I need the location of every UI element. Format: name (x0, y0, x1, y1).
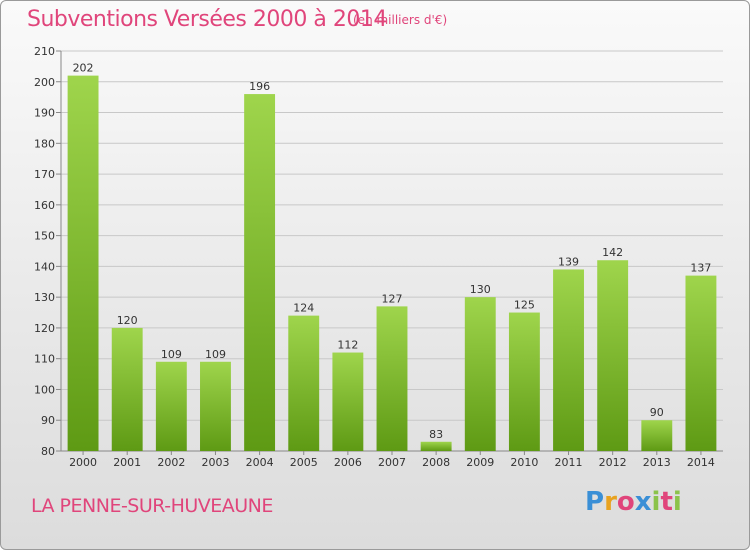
logo-letter: o (616, 487, 635, 517)
bar (597, 260, 629, 451)
bar (376, 306, 408, 451)
y-tick-label: 180 (34, 137, 55, 150)
logo-letter: x (634, 487, 652, 517)
data-label: 125 (514, 299, 535, 312)
x-tick-label: 2008 (422, 456, 450, 469)
y-tick-label: 200 (34, 76, 55, 89)
y-tick-label: 170 (34, 168, 55, 181)
x-tick-label: 2003 (201, 456, 229, 469)
bar (67, 75, 99, 451)
bar (332, 352, 364, 451)
y-tick-label: 190 (34, 107, 55, 120)
x-tick-label: 2013 (643, 456, 671, 469)
commune-name: LA PENNE-SUR-HUVEAUNE (31, 495, 273, 517)
x-tick-label: 2012 (599, 456, 627, 469)
x-tick-label: 2014 (687, 456, 715, 469)
chart-subtitle: (en milliers d'€) (353, 13, 448, 27)
bar (420, 441, 452, 451)
data-label: 120 (117, 314, 138, 327)
x-tick-label: 2009 (466, 456, 494, 469)
y-tick-label: 160 (34, 199, 55, 212)
proxiti-logo[interactable]: Proxiti (585, 487, 682, 517)
data-label: 137 (690, 262, 711, 275)
x-tick-label: 2000 (69, 456, 97, 469)
y-tick-label: 90 (41, 414, 55, 427)
x-tick-label: 2004 (246, 456, 274, 469)
y-tick-label: 130 (34, 291, 55, 304)
x-tick-label: 2011 (555, 456, 583, 469)
data-label: 109 (205, 348, 226, 361)
x-tick-label: 2002 (157, 456, 185, 469)
bar (155, 361, 187, 451)
y-tick-label: 150 (34, 230, 55, 243)
logo-letter: i (672, 487, 682, 517)
bar (244, 94, 276, 452)
x-tick-label: 2005 (290, 456, 318, 469)
data-label: 202 (73, 62, 94, 75)
y-tick-label: 140 (34, 260, 55, 273)
bar (111, 327, 143, 451)
bar (464, 297, 496, 451)
data-label: 83 (429, 428, 443, 441)
bar (508, 312, 540, 451)
x-tick-label: 2001 (113, 456, 141, 469)
chart-title: Subventions Versées 2000 à 2014 (27, 7, 387, 32)
x-tick-label: 2007 (378, 456, 406, 469)
logo-letter: i (651, 487, 661, 517)
data-label: 127 (382, 292, 403, 305)
data-label: 196 (249, 80, 270, 93)
data-label: 90 (650, 406, 664, 419)
data-label: 142 (602, 246, 623, 259)
logo-letter: P (585, 487, 605, 517)
x-tick-label: 2010 (510, 456, 538, 469)
data-label: 109 (161, 348, 182, 361)
y-tick-label: 100 (34, 383, 55, 396)
x-tick-label: 2006 (334, 456, 362, 469)
data-label: 112 (337, 339, 358, 352)
bar (641, 420, 673, 451)
bar (288, 315, 320, 451)
bar (200, 361, 231, 451)
data-label: 130 (470, 283, 491, 296)
y-tick-label: 120 (34, 322, 55, 335)
data-label: 139 (558, 255, 579, 268)
y-tick-label: 110 (34, 353, 55, 366)
data-label: 124 (293, 302, 314, 315)
bar (553, 269, 584, 451)
logo-letter: r (604, 487, 617, 517)
y-tick-label: 80 (41, 445, 55, 458)
logo-letter: t (660, 487, 673, 517)
bar (685, 275, 717, 451)
y-tick-label: 210 (34, 45, 55, 58)
